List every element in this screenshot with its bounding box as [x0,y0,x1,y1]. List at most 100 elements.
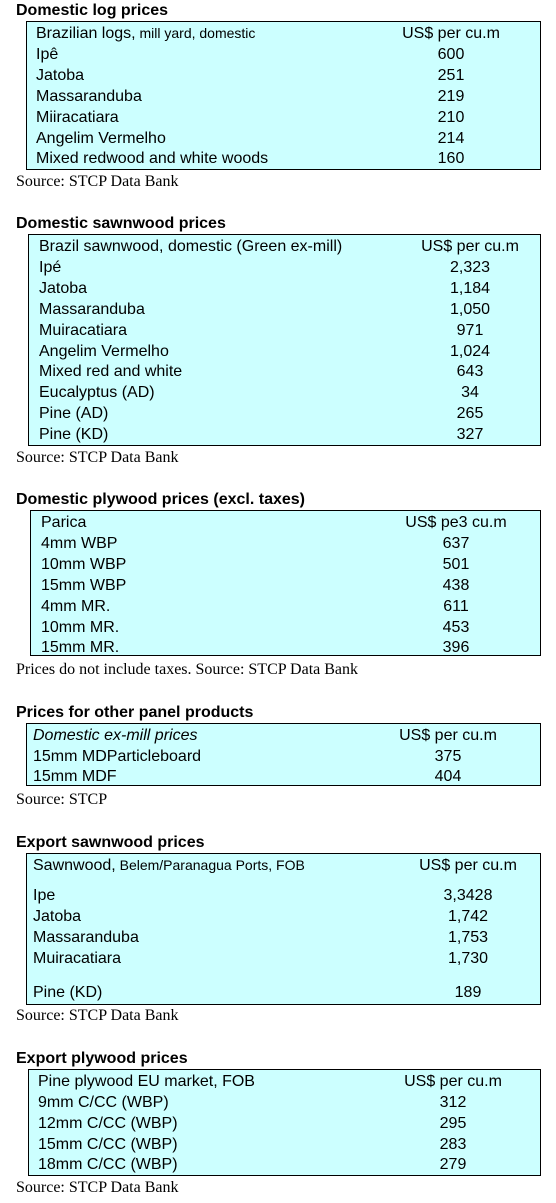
row-value: 396 [442,639,470,656]
row-value: 1,024 [449,343,491,360]
row-value: 279 [439,1156,467,1173]
row-value: 219 [437,88,465,105]
table-row: 15mm WBP 438 [41,575,531,596]
table-row: Massaranduba 219 [36,86,536,107]
row-name: Jatoba [33,908,82,925]
table-row: 4mm WBP 637 [41,533,531,554]
table-header: Brazilian logs, mill yard, domestic US$ … [36,23,536,44]
row-name: Pine (KD) [33,984,103,1001]
row-value: 438 [442,577,470,594]
table-row: Pine (KD) 327 [39,424,539,445]
row-name: 15mm MDParticleboard [33,748,202,765]
row-name: Pine (KD) [39,426,109,443]
table-domestic-logs: Brazilian logs, mill yard, domestic US$ … [26,21,541,170]
row-name: Angelim Vermelho [39,343,169,360]
row-value: 1,050 [449,301,491,318]
row-name: Muiracatiara [39,322,128,339]
row-name: Eucalyptus (AD) [39,384,155,401]
source-note: Source: STCP Data Bank [16,1007,179,1024]
row-name: Miiracatiara [36,109,119,126]
row-value: 375 [434,748,462,765]
section-title-export-sawnwood: Export sawnwood prices [16,834,205,851]
section-title-other-panels: Prices for other panel products [16,704,254,721]
header-unit: US$ per cu.m [402,25,500,42]
row-value: 312 [439,1094,467,1111]
row-name: Mixed red and white [39,363,183,380]
table-row: 10mm WBP 501 [41,554,531,575]
row-value: 3,3428 [443,887,493,904]
table-row: 15mm MDF 404 [33,766,533,787]
table-row: 15mm C/CC (WBP) 283 [38,1134,533,1155]
row-name: 9mm C/CC (WBP) [38,1094,169,1111]
row-value: 295 [439,1115,467,1132]
section-title-export-plywood: Export plywood prices [16,1050,188,1067]
row-name: 15mm WBP [41,577,127,594]
table-header: Domestic ex-mill prices US$ per cu.m [33,725,533,746]
table-other-panels: Domestic ex-mill prices US$ per cu.m 15m… [26,723,541,786]
table-row: 15mm MR. 396 [41,637,531,658]
row-value: 2,323 [449,259,491,276]
source-note: Source: STCP Data Bank [16,449,179,466]
row-value: 210 [437,109,465,126]
header-label: Domestic ex-mill prices [33,727,198,744]
row-name: 10mm MR. [41,619,120,636]
table-row: Angelim Vermelho 214 [36,128,536,149]
row-name: Ipé [39,259,62,276]
row-value: 637 [442,535,470,552]
row-name: 15mm MR. [41,639,120,656]
row-value: 251 [437,67,465,84]
header-label: Pine plywood EU market, FOB [38,1073,255,1090]
header-label: Parica [41,514,87,531]
row-name: 12mm C/CC (WBP) [38,1115,178,1132]
row-name: 15mm MDF [33,768,117,785]
row-name: Jatoba [36,67,85,84]
table-row: Ipê 600 [36,44,536,65]
row-name: Ipe [33,887,56,904]
row-name: Massaranduba [39,301,145,318]
row-value: 1,753 [447,929,489,946]
row-value: 501 [442,556,470,573]
row-value: 265 [456,405,484,422]
table-row: Massaranduba 1,753 [33,927,533,948]
table-row: Ipe 3,3428 [33,885,533,906]
header-unit: US$ pe3 cu.m [405,514,507,531]
row-value: 600 [437,46,465,63]
row-value: 34 [461,384,479,401]
row-value: 971 [456,322,484,339]
row-name: Muiracatiara [33,950,122,967]
section-title-domestic-logs: Domestic log prices [16,2,169,19]
table-row: Angelim Vermelho 1,024 [39,341,539,362]
table-row: Jatoba 1,184 [39,278,539,299]
table-row: 10mm MR. 453 [41,617,531,638]
table-row: Jatoba 1,742 [33,906,533,927]
header-unit: US$ per cu.m [421,238,519,255]
table-export-sawnwood: Sawnwood, Belem/Paranagua Ports, FOB US$… [26,853,541,1005]
row-name: 10mm WBP [41,556,127,573]
table-row: Ipé 2,323 [39,257,539,278]
section-title-domestic-sawnwood: Domestic sawnwood prices [16,215,226,232]
header-label: Brazilian logs, [36,25,136,42]
row-value: 327 [456,426,484,443]
row-name: Angelim Vermelho [36,130,166,147]
row-value: 643 [456,363,484,380]
table-header: Parica US$ pe3 cu.m [41,512,531,533]
table-export-plywood: Pine plywood EU market, FOB US$ per cu.m… [28,1069,541,1176]
header-unit: US$ per cu.m [404,1073,502,1090]
row-value: 1,742 [447,908,489,925]
row-name: 4mm WBP [41,535,118,552]
table-row: Pine (KD) 189 [33,982,533,1003]
table-row: 12mm C/CC (WBP) 295 [38,1113,533,1134]
row-name: Pine (AD) [39,405,109,422]
table-row: Massaranduba 1,050 [39,299,539,320]
source-note: Source: STCP Data Bank [16,173,179,190]
table-row: Miiracatiara 210 [36,107,536,128]
source-note: Source: STCP [16,791,108,808]
header-note: Belem/Paranagua Ports, FOB [115,857,305,873]
row-value: 283 [439,1136,467,1153]
row-value: 160 [437,150,465,167]
source-note: Prices do not include taxes. Source: STC… [16,661,359,678]
table-row: Muiracatiara 1,730 [33,948,533,969]
header-label: Brazil sawnwood, domestic (Green ex-mill… [39,238,343,255]
table-row: Mixed red and white 643 [39,361,539,382]
row-name: 18mm C/CC (WBP) [38,1156,178,1173]
